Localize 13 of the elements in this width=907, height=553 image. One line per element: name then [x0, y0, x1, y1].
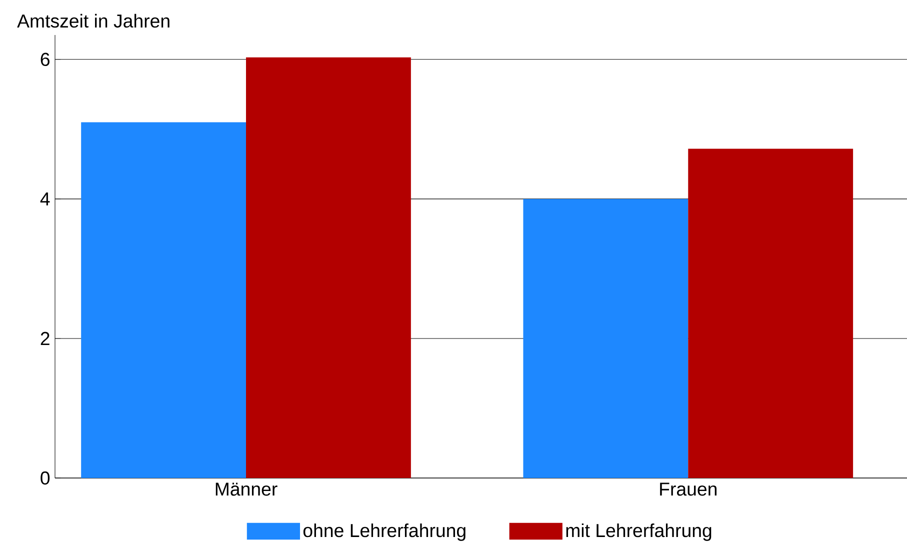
legend-label: ohne Lehrerfahrung — [303, 523, 466, 541]
y-tick-label: 2 — [40, 332, 50, 345]
y-tick-label: 6 — [40, 52, 50, 66]
y-tick-label: 0 — [40, 471, 50, 485]
y-tick-label: 4 — [40, 192, 50, 206]
x-tick-label: Frauen — [660, 482, 717, 496]
bar — [246, 57, 411, 478]
bar — [523, 198, 688, 478]
bar — [688, 148, 854, 478]
bar — [81, 122, 246, 478]
x-tick-label: Männer — [216, 482, 278, 496]
y-axis-title: Amtszeit in Jahren — [17, 14, 170, 28]
legend-label: mit Lehrerfahrung — [566, 523, 712, 541]
